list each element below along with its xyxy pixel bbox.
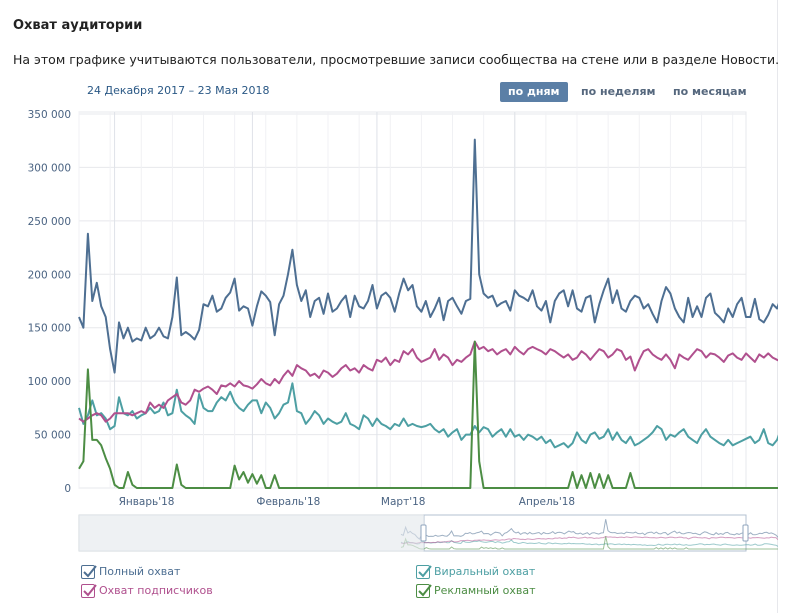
date-range-picker[interactable]: 24 Декабря 2017 – 23 Мая 2018 — [87, 84, 270, 97]
range-navigator[interactable] — [78, 514, 778, 552]
checkbox-total-reach[interactable] — [81, 565, 97, 579]
navigator-series-line — [400, 519, 778, 540]
y-axis-labels: 0 50 000 100 000 150 000 200 000 250 000 300 0… — [28, 109, 71, 495]
period-weeks-button[interactable]: по неделям — [581, 85, 656, 98]
legend-label: Полный охват — [99, 565, 181, 578]
chart-grid — [78, 111, 747, 489]
check-icon — [83, 584, 97, 597]
check-icon — [83, 565, 97, 578]
series-line — [78, 340, 778, 489]
series-line — [78, 382, 778, 449]
check-icon — [418, 565, 432, 578]
x-tick-label: Апрель'18 — [519, 496, 575, 508]
y-tick-label: 200 000 — [28, 269, 71, 281]
y-tick-label: 250 000 — [28, 216, 71, 228]
page-title: Охват аудитории — [13, 18, 143, 33]
x-axis-labels: Январь'18 Февраль'18 Март'18 Апрель'18 — [119, 496, 576, 508]
y-tick-label: 100 000 — [28, 376, 71, 388]
checkbox-viral-reach[interactable] — [416, 565, 432, 579]
series-line — [78, 340, 778, 423]
checkbox-subscribers-reach[interactable] — [81, 584, 97, 598]
x-tick-label: Март'18 — [381, 496, 426, 508]
checkbox-ad-reach[interactable] — [416, 584, 432, 598]
period-months-button[interactable]: по месяцам — [673, 85, 747, 98]
plot-area — [78, 111, 747, 489]
navigator-series-line — [400, 535, 778, 544]
period-days-button[interactable]: по дням — [500, 82, 568, 102]
legend-label: Охват подписчиков — [99, 584, 213, 597]
reach-chart: 0 50 000 100 000 150 000 200 000 250 000 300 0… — [28, 109, 778, 552]
chart-series — [78, 138, 778, 489]
legend-label: Рекламный охват — [434, 584, 536, 597]
x-tick-label: Январь'18 — [119, 496, 175, 508]
series-line — [78, 138, 778, 374]
x-tick-label: Февраль'18 — [256, 496, 320, 508]
y-tick-label: 0 — [64, 483, 71, 495]
chart-description: На этом графике учитываются пользователи… — [13, 52, 780, 67]
navigator-handle-left — [420, 524, 427, 542]
navigator-mask — [79, 515, 424, 551]
y-tick-label: 150 000 — [28, 323, 71, 335]
navigator-handle-right — [742, 524, 749, 542]
navigator-series-line — [400, 536, 778, 550]
legend-label: Виральный охват — [434, 565, 536, 578]
check-icon — [418, 584, 432, 597]
y-tick-label: 350 000 — [28, 109, 71, 121]
y-tick-label: 50 000 — [34, 430, 71, 442]
navigator-series-line — [400, 539, 778, 547]
navigator-selection — [423, 514, 747, 552]
y-tick-label: 300 000 — [28, 162, 71, 174]
